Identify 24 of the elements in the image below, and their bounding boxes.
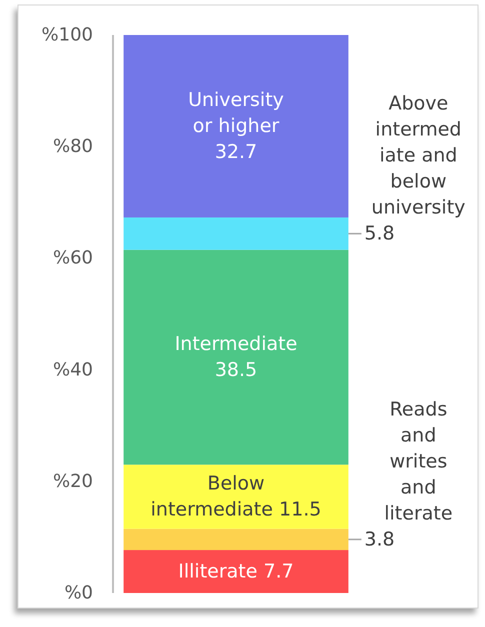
series-label: Reads and writes and literate — [384, 398, 453, 524]
series-label: Below intermediate — [150, 472, 273, 521]
data-label: 32.7 — [214, 141, 258, 164]
bar — [124, 35, 348, 218]
series-label: Above intermediate and below university — [371, 92, 466, 219]
bar — [124, 550, 348, 593]
bar — [124, 528, 348, 550]
y-tick-label: %20 — [52, 470, 93, 492]
bar — [124, 217, 348, 250]
bar — [124, 250, 348, 465]
series-label: Intermediate — [174, 333, 298, 356]
data-label: 7.7 — [264, 560, 294, 583]
series-label: Illiterate — [178, 560, 258, 583]
data-label: 11.5 — [279, 498, 322, 521]
y-tick-label: %100 — [42, 24, 93, 46]
data-label: 5.8 — [364, 222, 395, 245]
y-tick-label: %40 — [52, 359, 93, 380]
data-label: 3.8 — [364, 528, 395, 550]
y-tick-label: %80 — [52, 136, 93, 158]
series-label: University or higher — [188, 89, 284, 138]
y-tick-label: %60 — [52, 248, 93, 269]
bar — [124, 464, 348, 529]
y-tick-label: %0 — [64, 582, 93, 604]
data-label: 38.5 — [214, 359, 258, 382]
